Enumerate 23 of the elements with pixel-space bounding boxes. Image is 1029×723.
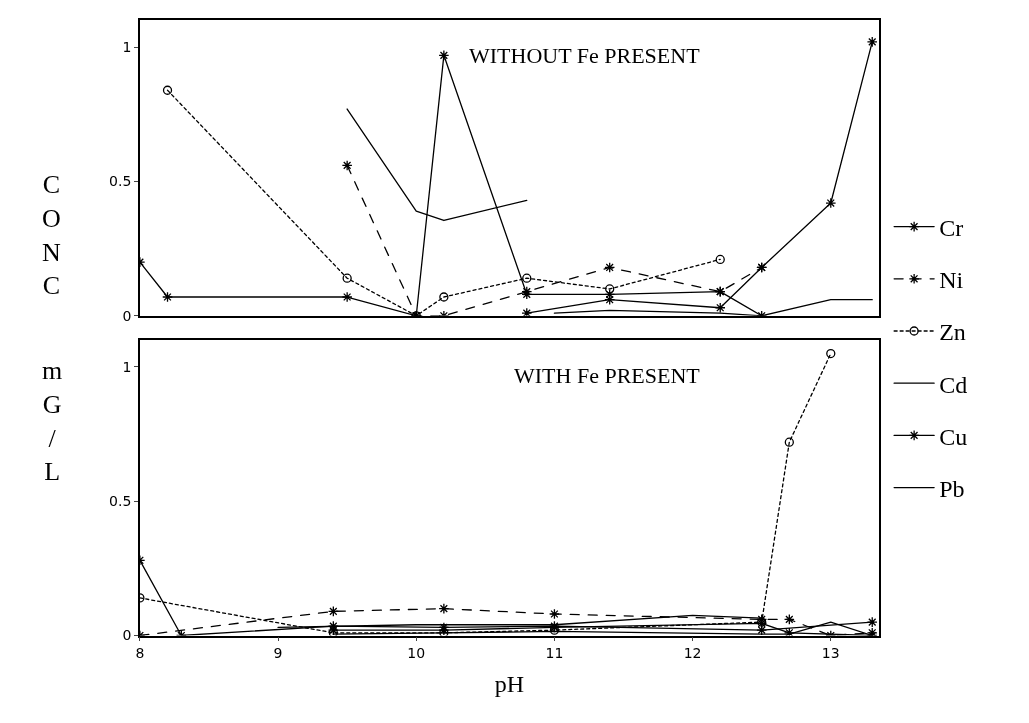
x-tick-label: 12 [683, 645, 702, 662]
legend-label: Pb [939, 475, 965, 502]
y-axis-title: mG/L [42, 356, 63, 487]
legend-label: Zn [939, 319, 966, 346]
y-tick-label: 0.5 [109, 173, 132, 190]
y-tick-label: 1 [122, 358, 132, 375]
x-axis-title: pH [494, 670, 525, 697]
x-tick-label: 10 [407, 645, 426, 662]
y-axis-title: CONC [42, 170, 61, 301]
annotation: WITHOUT Fe PRESENT [469, 43, 701, 68]
x-tick-label: 11 [545, 645, 564, 662]
y-tick-label: 1 [122, 39, 132, 56]
legend-label: Cu [939, 423, 968, 450]
annotation: WITH Fe PRESENT [514, 363, 701, 388]
legend-label: Ni [939, 267, 964, 294]
legend-label: Cd [939, 371, 968, 398]
legend-label: Cr [939, 214, 964, 241]
x-tick-label: 8 [135, 645, 145, 662]
y-tick-label: 0.5 [109, 493, 132, 510]
x-tick-label: 9 [273, 645, 283, 662]
y-tick-label: 0 [122, 307, 132, 324]
x-tick-label: 13 [821, 645, 840, 662]
y-tick-label: 0 [122, 627, 132, 644]
